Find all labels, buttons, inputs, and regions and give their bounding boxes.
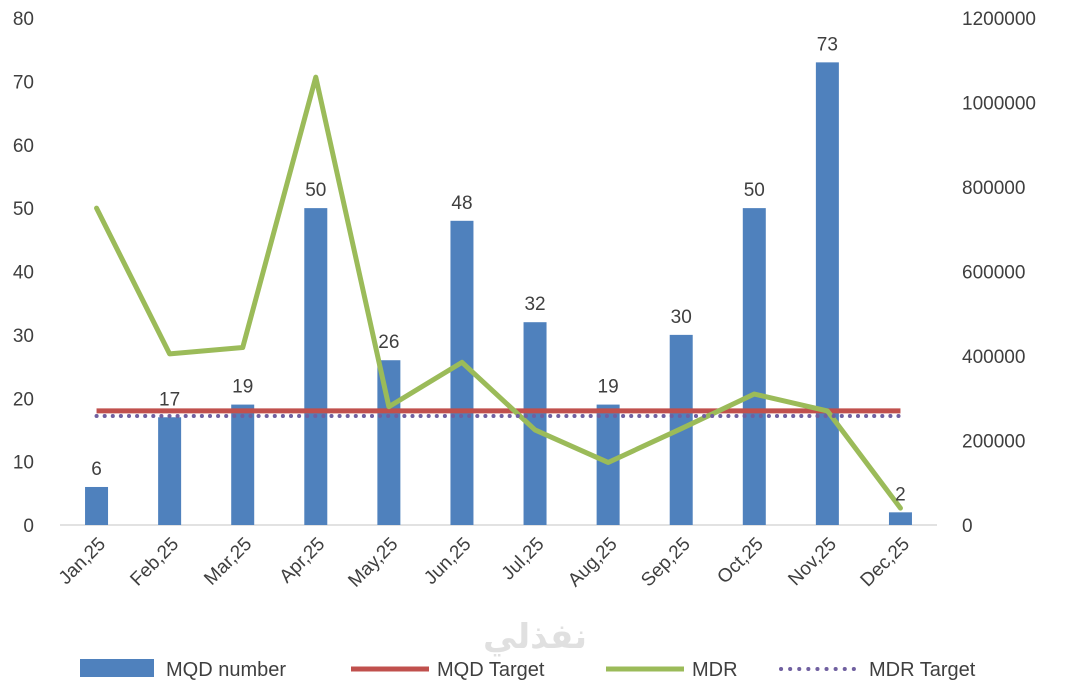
y-axis-right: 0 200000 400000 600000 800000 1000000 1200000 [962, 9, 1036, 537]
mqd-bars [85, 62, 912, 526]
bar-data-label: 2 [895, 484, 906, 505]
x-tick-label: Nov,25 [784, 534, 840, 590]
bar-data-labels: 6 17 19 50 26 48 32 19 30 50 73 2 [91, 34, 905, 505]
watermark-text: نفذلي [483, 617, 587, 657]
bar-may-25 [377, 360, 401, 525]
bar-data-label: 48 [451, 193, 472, 214]
bar-jun-25 [450, 220, 474, 526]
bar-data-label: 6 [91, 459, 102, 480]
legend-label: MDR [692, 659, 738, 681]
x-tick-label: May,25 [344, 534, 402, 592]
x-tick-label: Jan,25 [55, 534, 110, 589]
bar-mar-25 [231, 404, 255, 525]
series-lines [94, 74, 903, 511]
bar-nov-25 [815, 62, 839, 526]
legend-label: MQD number [166, 659, 286, 681]
x-tick-label: Oct,25 [713, 534, 767, 588]
bar-data-label: 19 [598, 377, 619, 398]
legend-swatch-bar [80, 659, 154, 677]
y-left-tick-label: 70 [13, 72, 34, 93]
y-left-tick-label: 30 [13, 326, 34, 347]
x-tick-label: Aug,25 [564, 534, 621, 591]
y-left-tick-label: 80 [13, 9, 34, 30]
x-tick-label: Jun,25 [420, 534, 475, 589]
y-left-tick-label: 40 [13, 263, 34, 284]
y-right-tick-label: 1200000 [962, 9, 1036, 30]
bar-data-label: 26 [378, 332, 399, 353]
bar-jan-25 [85, 486, 109, 525]
legend-label: MDR Target [869, 659, 976, 681]
bar-data-label: 73 [817, 34, 838, 55]
y-left-tick-label: 0 [23, 516, 34, 537]
bar-jul-25 [523, 322, 547, 525]
y-left-tick-label: 20 [13, 389, 34, 410]
bar-data-label: 30 [671, 307, 692, 328]
x-tick-label: Jul,25 [498, 534, 549, 585]
bar-dec-25 [888, 512, 912, 525]
x-tick-label: Feb,25 [126, 534, 183, 591]
x-tick-label: Mar,25 [200, 534, 256, 590]
bar-feb-25 [158, 417, 182, 525]
x-tick-label: Apr,25 [276, 534, 330, 588]
y-right-tick-label: 200000 [962, 432, 1025, 453]
y-right-tick-label: 800000 [962, 178, 1025, 199]
x-axis: Jan,25 Feb,25 Mar,25 Apr,25 May,25 Jun,25 Jul,… [55, 534, 914, 592]
y-left-tick-label: 10 [13, 453, 34, 474]
y-left-tick-label: 60 [13, 136, 34, 157]
y-right-tick-label: 400000 [962, 347, 1025, 368]
bar-data-label: 50 [744, 180, 765, 201]
y-axis-left: 0 10 20 30 40 50 60 70 80 [13, 9, 34, 537]
bar-data-label: 32 [524, 294, 545, 315]
bar-apr-25 [304, 208, 328, 525]
bar-data-label: 17 [159, 389, 180, 410]
bar-oct-25 [742, 208, 766, 525]
y-right-tick-label: 600000 [962, 263, 1025, 284]
mdr-line [94, 74, 903, 511]
y-right-tick-label: 0 [962, 516, 973, 537]
legend-label: MQD Target [437, 659, 545, 681]
bar-data-label: 50 [305, 180, 326, 201]
y-left-tick-label: 50 [13, 199, 34, 220]
bar-data-label: 19 [232, 377, 253, 398]
legend: MQD number MQD Target MDR MDR Target [80, 659, 976, 681]
x-tick-label: Dec,25 [857, 534, 914, 591]
y-right-tick-label: 1000000 [962, 94, 1036, 115]
x-tick-label: Sep,25 [637, 534, 694, 591]
